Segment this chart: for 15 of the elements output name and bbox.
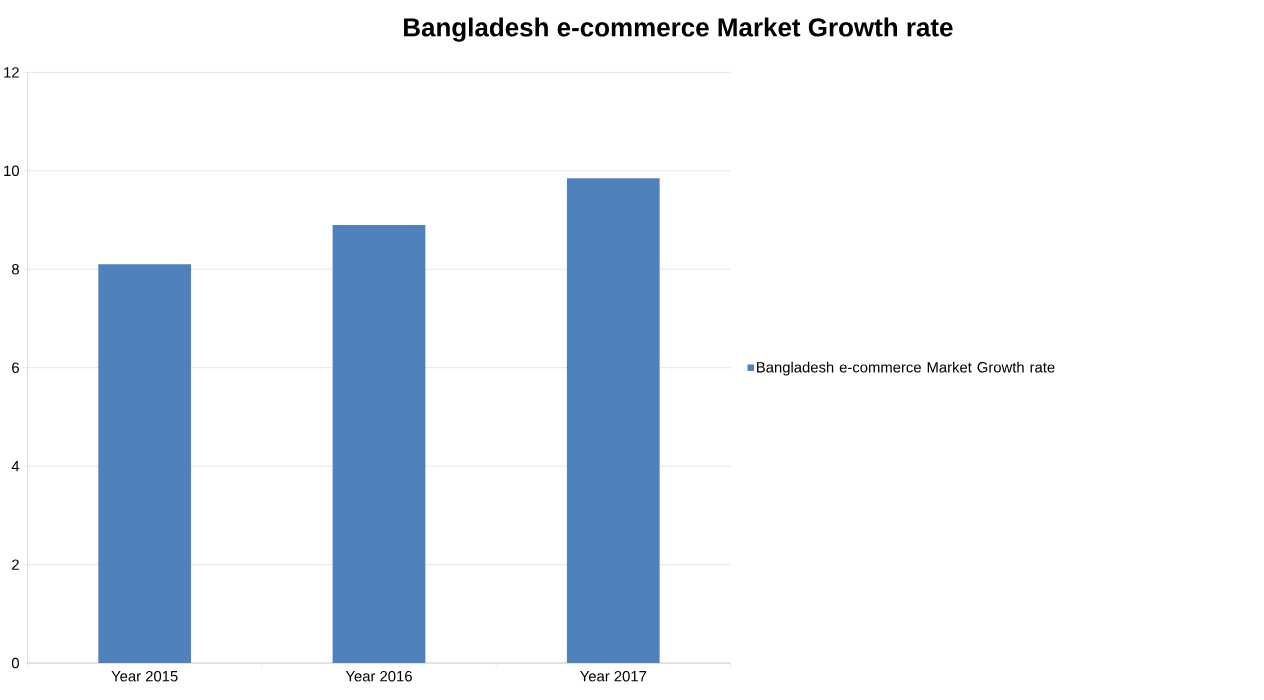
bar [332, 224, 426, 663]
y-tick-label: 8 [11, 263, 19, 275]
x-tick-label: Year 2016 [345, 670, 412, 682]
y-tick-label: 12 [4, 67, 19, 78]
chart-title: Bangladesh e-commerce Market Growth rate [404, 17, 953, 42]
y-tick-label: 10 [4, 165, 20, 176]
bar [98, 264, 192, 663]
legend-label: Bangladesh e-commerce Market Growth rate [757, 361, 1055, 376]
bar [566, 178, 660, 663]
y-tick-label: 4 [11, 460, 20, 472]
x-tick-label: Year 2017 [580, 670, 647, 682]
y-tick-label: 6 [12, 362, 19, 373]
y-tick-label: 2 [12, 559, 19, 570]
x-tick-label: Year 2015 [111, 670, 178, 682]
y-tick-label: 0 [11, 657, 20, 669]
